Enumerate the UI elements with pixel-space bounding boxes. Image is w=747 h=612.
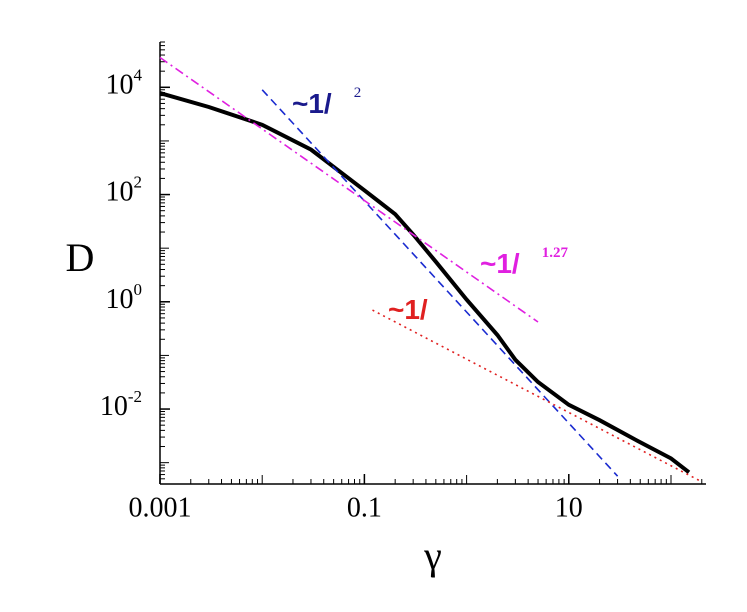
series-line — [159, 91, 691, 474]
annotation-text: ~1/ — [480, 248, 520, 279]
x-tick-label: 10 — [555, 492, 583, 523]
x-tick-label: 0.001 — [129, 492, 192, 523]
series-line — [261, 89, 619, 477]
annotation: ~1/1.27 — [480, 245, 568, 279]
y-tick-label: 100 — [106, 280, 143, 316]
y-tick-base: 10 — [106, 284, 134, 315]
y-axis-label: D — [66, 235, 95, 280]
series-line — [372, 309, 703, 483]
x-tick-label: 0.1 — [347, 492, 382, 523]
series-line — [159, 56, 539, 323]
annotation: ~1/ — [388, 294, 428, 325]
y-tick-label: 102 — [106, 172, 143, 208]
annotation-text: ~1/ — [388, 294, 428, 325]
y-tick-base: 10 — [100, 391, 128, 422]
y-tick-base: 10 — [106, 177, 134, 208]
y-tick-label: 10-2 — [100, 387, 142, 423]
x-axis-label: γ — [423, 533, 442, 578]
annotation: ~1/2 — [292, 85, 361, 119]
y-tick-exponent: -2 — [128, 387, 142, 406]
y-tick-exponent: 2 — [134, 172, 143, 191]
y-tick-exponent: 0 — [134, 280, 143, 299]
annotation-exponent: 2 — [354, 85, 362, 101]
y-tick-base: 10 — [106, 70, 134, 101]
annotation-exponent: 1.27 — [542, 245, 569, 261]
annotation-text: ~1/ — [292, 88, 332, 119]
y-tick-label: 104 — [106, 65, 143, 101]
y-tick-exponent: 4 — [134, 65, 143, 84]
